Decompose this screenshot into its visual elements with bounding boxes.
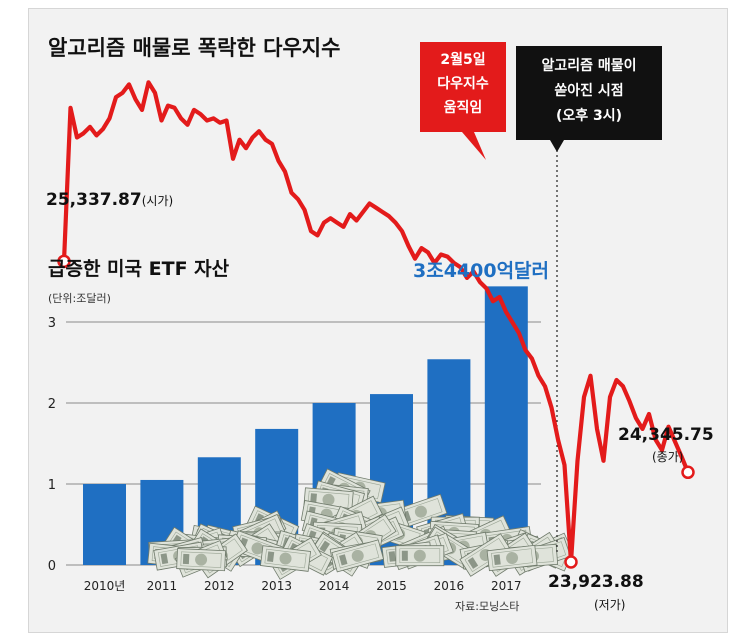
cash-bill bbox=[395, 545, 445, 567]
highlight-point bbox=[57, 254, 71, 269]
dow-line-series bbox=[61, 80, 691, 565]
low-value-label: 23,923.88 bbox=[548, 572, 644, 592]
callout-feb5-pointer bbox=[462, 132, 486, 160]
bar-y-ticks: 0 1 2 3 bbox=[48, 316, 56, 574]
bar-y-tick-label: 2 bbox=[48, 397, 56, 412]
bar-x-tick-label: 2014 bbox=[319, 579, 350, 593]
highlight-point bbox=[564, 555, 578, 569]
callout-algo-line-2: 쏟아진 시점 bbox=[554, 83, 624, 99]
cash-bill bbox=[331, 539, 385, 573]
open-value-label: 25,337.87(시가) bbox=[46, 190, 174, 210]
cash-bill bbox=[486, 544, 538, 572]
callout-feb5: 2월5일 다우지수 움직임 bbox=[420, 42, 506, 132]
bar-x-tick-label: 2011 bbox=[147, 579, 178, 593]
bar-x-tick-label: 2013 bbox=[261, 579, 292, 593]
close-value-suffix: (종가) bbox=[652, 450, 684, 464]
highlight-point bbox=[681, 465, 695, 480]
cash-bill bbox=[260, 545, 312, 572]
bar-value-label: 3조4400억달러 bbox=[413, 260, 550, 282]
bar bbox=[83, 484, 126, 565]
close-value-label: 24,345.75 bbox=[618, 425, 714, 445]
dow-highlight-points bbox=[57, 254, 695, 569]
source-label: 자료:모닝스타 bbox=[455, 600, 520, 613]
cash-bill bbox=[176, 548, 226, 572]
callout-feb5-line-1: 2월5일 bbox=[440, 52, 486, 68]
bar-y-tick-label: 3 bbox=[48, 316, 56, 331]
callout-algo-time: 알고리즘 매물이 쏟아진 시점 (오후 3시) bbox=[516, 46, 662, 140]
bar-x-tick-label: 2017 bbox=[491, 579, 522, 593]
callout-algo-line-1: 알고리즘 매물이 bbox=[541, 58, 637, 74]
bar-y-tick-label: 1 bbox=[48, 478, 56, 493]
bar-x-ticks: 2010년 2011 2012 2013 2014 2015 2016 2017 bbox=[84, 579, 522, 593]
callout-algo-line-3: (오후 3시) bbox=[555, 108, 623, 124]
cash-bill bbox=[394, 493, 448, 530]
cash-pile-illustration bbox=[147, 468, 573, 580]
bar-x-tick-label: 2015 bbox=[376, 579, 407, 593]
callout-feb5-line-3: 움직임 bbox=[443, 100, 483, 116]
callout-pointer bbox=[550, 140, 564, 152]
guide-line bbox=[550, 140, 564, 552]
bar-x-tick-label: 2012 bbox=[204, 579, 235, 593]
bar-x-tick-label: 2016 bbox=[434, 579, 465, 593]
dow-line bbox=[61, 80, 691, 565]
bar-chart-title: 급증한 미국 ETF 자산 bbox=[48, 258, 230, 280]
bar-unit-label: (단위:조달러) bbox=[48, 292, 111, 305]
bar-y-tick-label: 0 bbox=[48, 559, 56, 574]
low-value-suffix: (저가) bbox=[594, 598, 626, 612]
line-chart-title: 알고리즘 매물로 폭락한 다우지수 bbox=[48, 36, 341, 60]
callout-feb5-line-2: 다우지수 bbox=[437, 76, 489, 92]
bar-x-tick-label: 2010년 bbox=[84, 579, 126, 593]
